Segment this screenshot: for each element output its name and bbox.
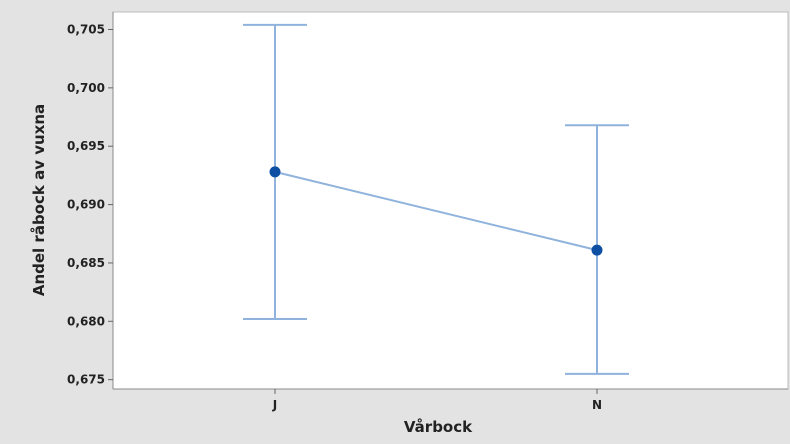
y-tick-label: 0,680: [67, 314, 105, 328]
mean-point: [269, 166, 281, 178]
plot-area: [112, 11, 789, 390]
y-tick-label: 0,690: [67, 198, 105, 212]
x-axis-title: Vårbock: [404, 418, 473, 436]
x-tick-label: J: [272, 398, 277, 412]
y-tick-label: 0,705: [67, 23, 105, 37]
y-axis-title: Andel råbock av vuxna: [30, 104, 48, 296]
y-tick-label: 0,695: [67, 139, 105, 153]
mean-connect-line: [274, 170, 598, 252]
y-tick-label: 0,685: [67, 256, 105, 270]
mean-point: [591, 244, 603, 256]
y-axis: 0,675 0,680 0,685 0,690 0,695 0,700 0,705: [67, 12, 114, 389]
y-tick-label: 0,700: [67, 81, 105, 95]
y-tick-label: 0,675: [67, 373, 105, 387]
x-tick-label: N: [592, 398, 602, 412]
series-layer: [243, 23, 629, 375]
